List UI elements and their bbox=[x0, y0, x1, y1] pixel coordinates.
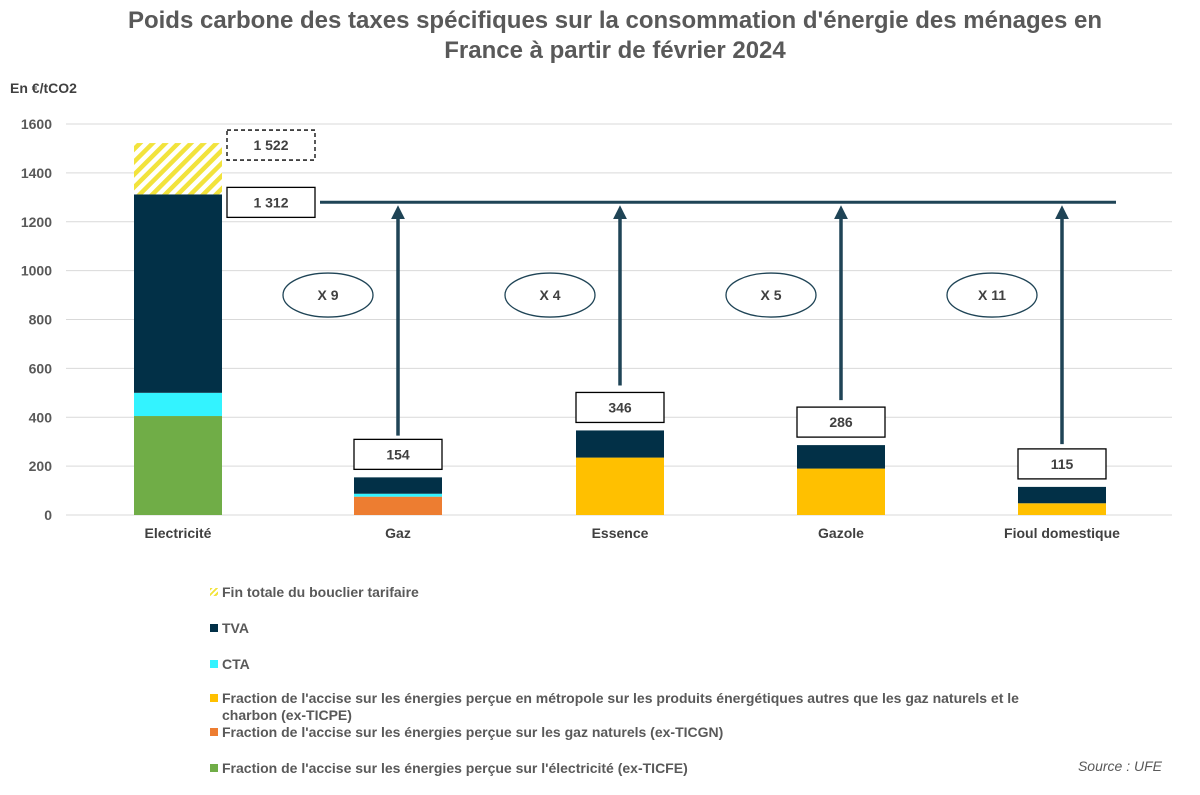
x-tick-label: Gaz bbox=[385, 525, 411, 541]
legend-label: CTA bbox=[222, 656, 250, 672]
bar-segment bbox=[354, 493, 442, 497]
bar-segment bbox=[576, 430, 664, 458]
legend-item: Fraction de l'accise sur les énergies pe… bbox=[210, 724, 1090, 741]
x-axis-ticks: Electricité Gaz Essence Gazole Fioul domesti… bbox=[145, 525, 1121, 541]
bar-segment bbox=[1018, 503, 1106, 515]
legend-item: Fin totale du bouclier tarifaire bbox=[210, 584, 1090, 601]
y-axis-ticks: 0 200 400 600 800 1000 1200 1400 1600 bbox=[21, 116, 52, 523]
legend-swatch bbox=[210, 660, 218, 668]
chart-title: Poids carbone des taxes spécifiques sur … bbox=[127, 7, 1103, 64]
legend-label: Fraction de l'accise sur les énergies pe… bbox=[222, 760, 688, 776]
multiplier-label: X 4 bbox=[539, 287, 560, 303]
y-tick-label: 1000 bbox=[21, 263, 52, 279]
legend-label: TVA bbox=[222, 620, 249, 636]
x-tick-label: Essence bbox=[592, 525, 649, 541]
total-with-shield-label: 1 522 bbox=[253, 137, 288, 153]
multiplier-ellipse bbox=[725, 272, 817, 318]
y-axis-label: En €/tCO2 bbox=[10, 80, 77, 96]
total-label: 1 312 bbox=[253, 194, 288, 210]
legend-swatch bbox=[210, 694, 218, 702]
y-tick-label: 800 bbox=[29, 312, 53, 328]
total-label-box bbox=[1017, 448, 1107, 480]
bar-segment bbox=[797, 445, 885, 469]
y-tick-label: 200 bbox=[29, 458, 53, 474]
legend-swatch bbox=[210, 624, 218, 632]
legend-item: Fraction de l'accise sur les énergies pe… bbox=[210, 760, 1090, 777]
x-tick-label: Electricité bbox=[145, 525, 212, 541]
multiplier-label: X 9 bbox=[317, 287, 338, 303]
bar-segment bbox=[1018, 486, 1106, 504]
multiplier-label: X 11 bbox=[978, 287, 1006, 303]
total-label-box bbox=[226, 186, 316, 219]
legend-label: Fraction de l'accise sur les énergies pe… bbox=[222, 690, 1019, 723]
legend-swatch bbox=[210, 764, 218, 772]
legend-item: TVA bbox=[210, 620, 1090, 637]
multiplier-ellipse bbox=[504, 272, 596, 318]
bar-segment bbox=[134, 416, 222, 515]
multiplier-ellipse bbox=[282, 272, 374, 318]
y-tick-label: 0 bbox=[44, 507, 52, 523]
legend-label: Fraction de l'accise sur les énergies pe… bbox=[222, 724, 724, 740]
legend-item: CTA bbox=[210, 656, 1090, 673]
total-label: 115 bbox=[1051, 456, 1074, 472]
bar-segment bbox=[354, 477, 442, 494]
legend-swatch bbox=[210, 728, 218, 736]
x-tick-label: Gazole bbox=[818, 525, 864, 541]
legend-swatch bbox=[210, 588, 218, 596]
total-label: 346 bbox=[608, 399, 632, 415]
bars bbox=[134, 143, 1106, 515]
bar-segment bbox=[576, 457, 664, 515]
y-tick-label: 1200 bbox=[21, 214, 52, 230]
total-with-shield-label-box bbox=[226, 129, 316, 161]
y-tick-label: 1600 bbox=[21, 116, 52, 132]
bar-segment bbox=[134, 143, 222, 195]
annotations: 1 312 154 346 286 115 1 522 X 9 X 4 X 5 X 11 bbox=[226, 129, 1116, 480]
total-label-box bbox=[353, 438, 443, 471]
multiplier-ellipse bbox=[946, 272, 1038, 318]
legend-label: Fin totale du bouclier tarifaire bbox=[222, 584, 419, 600]
x-tick-label: Fioul domestique bbox=[1004, 525, 1120, 541]
source-note: Source : UFE bbox=[1077, 758, 1162, 774]
y-tick-label: 600 bbox=[29, 360, 53, 376]
bar-segment bbox=[354, 496, 442, 515]
legend-item: Fraction de l'accise sur les énergies pe… bbox=[210, 690, 1090, 724]
total-label-box bbox=[796, 406, 886, 438]
y-tick-label: 1400 bbox=[21, 165, 52, 181]
y-tick-label: 400 bbox=[29, 409, 53, 425]
stacked-bar-chart: 0 200 400 600 800 1000 1200 1400 1600 1 312 154 34… bbox=[21, 116, 1172, 541]
total-label: 286 bbox=[829, 414, 853, 430]
total-label: 154 bbox=[386, 446, 410, 462]
bar-segment bbox=[134, 194, 222, 393]
total-label-box bbox=[575, 391, 665, 424]
bar-segment bbox=[134, 392, 222, 417]
bar-segment bbox=[797, 468, 885, 515]
multiplier-label: X 5 bbox=[760, 287, 781, 303]
